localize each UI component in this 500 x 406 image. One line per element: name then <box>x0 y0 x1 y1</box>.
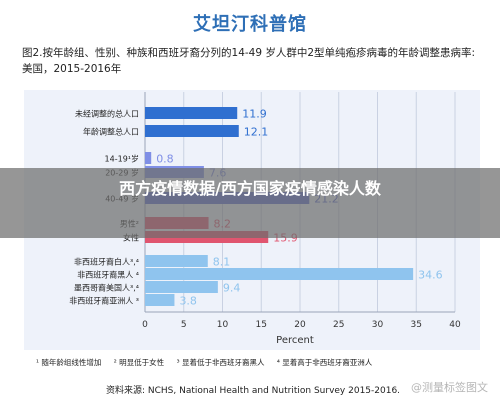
value-label-7: 8.1 <box>213 256 231 269</box>
category-label-1: 年龄调整总人口 <box>83 127 139 137</box>
banner-overlay <box>0 168 500 238</box>
bar-0 <box>145 107 238 119</box>
bar-7 <box>145 255 208 267</box>
value-label-0: 11.9 <box>242 108 267 121</box>
footnote-4: ⁴ 显着高于非西班牙裔亚洲人 <box>276 358 373 367</box>
tick-label-6: 30 <box>372 320 384 330</box>
category-label-7: 非西班牙裔白人³,⁴ <box>74 257 139 267</box>
brand-title: 艾坦汀科普馆 <box>193 14 307 35</box>
tick-label-7: 35 <box>411 320 422 330</box>
value-label-2: 0.8 <box>156 153 174 166</box>
watermark: @测量标签图文 <box>411 381 488 394</box>
tick-label-1: 5 <box>181 320 187 330</box>
bar-10 <box>145 294 175 306</box>
category-label-0: 未经调整的总人口 <box>75 109 139 119</box>
category-label-10: 非西班牙裔亚洲人 ³ <box>69 296 139 306</box>
tick-label-4: 20 <box>294 320 306 330</box>
bar-9 <box>145 281 218 293</box>
tick-label-3: 15 <box>256 320 267 330</box>
tick-label-8: 40 <box>449 320 461 330</box>
category-label-2: 14-19¹岁 <box>105 154 139 164</box>
footnote-2: ² 明显低于女性 <box>113 358 165 367</box>
tick-label-0: 0 <box>142 320 148 330</box>
value-label-1: 12.1 <box>244 126 269 139</box>
banner-text: 西方疫情数据/西方国家疫情感染人数 <box>119 179 381 198</box>
footnote-1: ¹ 随年龄组线性增加 <box>36 358 102 367</box>
x-axis-label: Percent <box>276 335 314 346</box>
tick-label-2: 10 <box>217 320 229 330</box>
figure-title: 图2.按年龄组、性别、种族和西班牙裔分列的14-49 岁人群中2型单纯疱疹病毒的… <box>22 47 476 75</box>
footnote-3: ³ 显着低于非西班牙裔黑人 <box>176 358 265 367</box>
footnotes: ¹ 随年龄组线性增加 ² 明显低于女性 ³ 显着低于非西班牙裔黑人 ⁴ 显着高于… <box>36 357 486 368</box>
bar-1 <box>145 125 239 137</box>
category-label-8: 非西班牙裔黑人 ⁴ <box>77 270 139 280</box>
category-label-9: 墨西哥裔美国人³,⁴ <box>74 283 139 293</box>
value-label-10: 3.8 <box>179 295 197 308</box>
bar-2 <box>145 152 152 164</box>
source-note: 资料来源: NCHS, National Health and Nutritio… <box>106 386 401 396</box>
bar-8 <box>145 268 414 280</box>
value-label-8: 34.6 <box>418 269 443 282</box>
tick-label-5: 25 <box>333 320 344 330</box>
value-label-9: 9.4 <box>223 282 241 295</box>
